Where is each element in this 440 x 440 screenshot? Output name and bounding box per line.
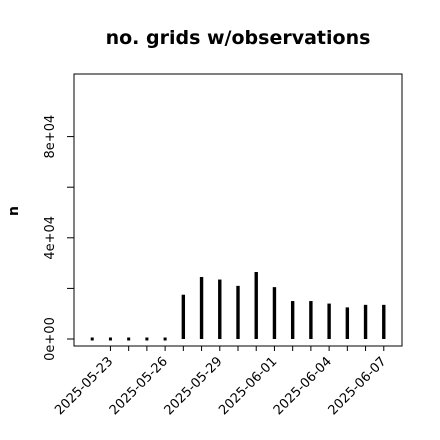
chart-title: no. grids w/observations — [106, 27, 371, 49]
bar — [108, 337, 112, 341]
bar — [163, 337, 167, 341]
bar — [145, 337, 149, 341]
bar — [127, 337, 131, 341]
x-tick-label: 2025-06-07 — [326, 354, 390, 418]
y-tick-label: 4e+04 — [43, 216, 58, 260]
y-tick-label: 0e+00 — [43, 317, 58, 361]
y-tick-label: 8e+04 — [43, 115, 58, 159]
x-axis: 2025-05-232025-05-262025-05-292025-06-01… — [52, 346, 390, 418]
bars — [90, 271, 386, 341]
y-axis: 0e+00 4e+04 8e+04 — [43, 115, 74, 361]
bar — [90, 337, 94, 341]
y-axis-title: n — [6, 206, 22, 216]
